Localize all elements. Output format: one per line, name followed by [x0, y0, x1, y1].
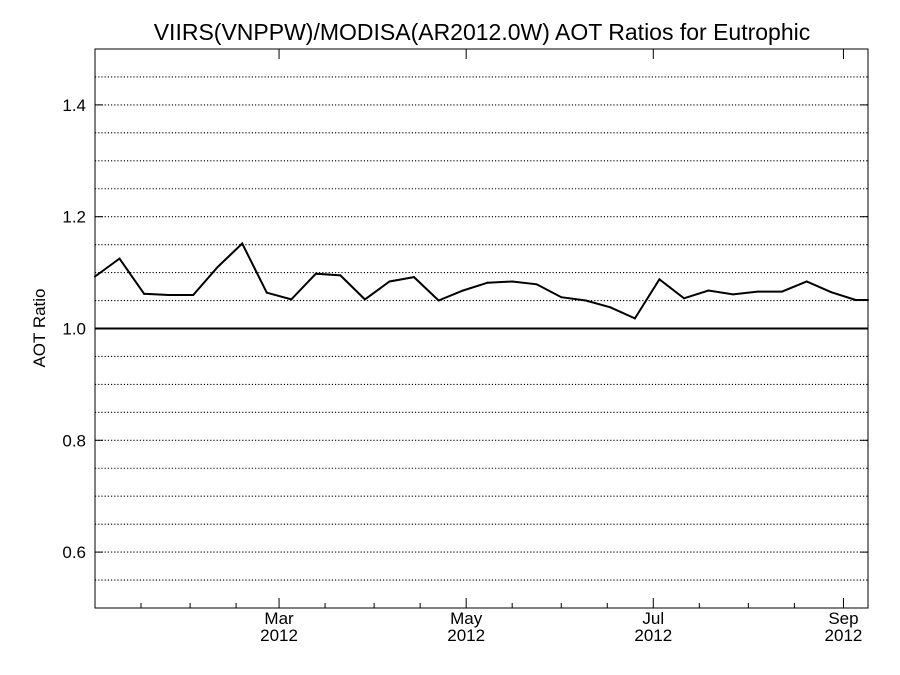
data-point — [437, 299, 440, 302]
x-tick-label-year: 2012 — [825, 626, 863, 645]
y-tick-label: 1.0 — [62, 320, 86, 339]
x-tick-label-month: Jul — [642, 609, 664, 628]
data-point — [511, 280, 514, 283]
x-tick-label-month: Mar — [264, 609, 294, 628]
data-point — [658, 278, 661, 281]
data-point — [535, 283, 538, 286]
chart-title: VIIRS(VNPPW)/MODISA(AR2012.0W) AOT Ratio… — [154, 19, 811, 45]
data-point — [756, 290, 759, 293]
data-point — [854, 298, 857, 301]
data-point — [388, 280, 391, 283]
y-tick-label: 1.2 — [62, 208, 86, 227]
series-group — [94, 241, 869, 320]
data-point — [413, 276, 416, 279]
data-point — [560, 296, 563, 299]
data-point — [363, 298, 366, 301]
data-point — [633, 317, 636, 320]
data-point — [805, 280, 808, 283]
data-point — [314, 272, 317, 275]
data-point — [216, 266, 219, 269]
data-point — [732, 293, 735, 296]
data-point — [241, 242, 244, 245]
x-tick-label-year: 2012 — [447, 626, 485, 645]
data-point — [486, 281, 489, 284]
data-point — [462, 289, 465, 292]
y-tick-label: 0.6 — [62, 543, 86, 562]
data-point — [707, 289, 710, 292]
data-point — [143, 292, 146, 295]
data-point — [167, 293, 170, 296]
y-tick-label: 1.4 — [62, 96, 86, 115]
data-point — [609, 306, 612, 309]
y-tick-label: 0.8 — [62, 431, 86, 450]
data-point — [290, 298, 293, 301]
data-point — [265, 291, 268, 294]
data-point — [339, 274, 342, 277]
y-axis-ticks: 0.6 0.8 1.0 1.2 1.4 — [62, 96, 868, 562]
data-point — [830, 291, 833, 294]
data-point — [781, 290, 784, 293]
grid-lines — [95, 76, 868, 581]
x-tick-label-month: Sep — [828, 609, 858, 628]
series-line — [94, 241, 868, 320]
x-tick-label-year: 2012 — [634, 626, 672, 645]
x-tick-label-year: 2012 — [260, 626, 298, 645]
y-axis-label: AOT Ratio — [30, 288, 49, 367]
data-point — [118, 257, 121, 260]
data-point — [192, 293, 195, 296]
x-tick-label-month: May — [450, 609, 483, 628]
data-point — [584, 299, 587, 302]
data-point — [682, 297, 685, 300]
